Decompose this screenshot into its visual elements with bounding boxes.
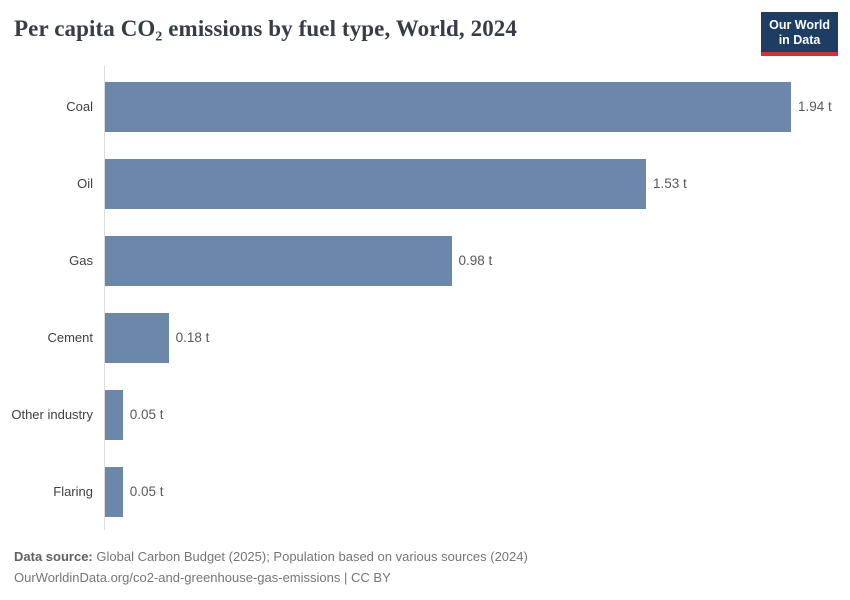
bar[interactable] [105,312,169,363]
value-label: 0.05 t [129,484,164,499]
bar[interactable] [105,158,646,209]
chart-title: Per capita CO₂ emissions by fuel type, W… [14,16,517,41]
bar[interactable] [105,466,123,517]
citation-url-link[interactable]: OurWorldinData.org/co2-and-greenhouse-ga… [14,570,341,585]
y-axis-line [104,66,105,530]
category-label: Gas [69,253,93,268]
chart-row: Other industry 0.05 t [0,376,850,453]
citation-line: OurWorldinData.org/co2-and-greenhouse-ga… [14,567,836,588]
chart-row: Flaring 0.05 t [0,453,850,530]
data-source-line: Data source: Global Carbon Budget (2025)… [14,546,836,567]
category-label: Cement [47,330,93,345]
chart-row: Gas 0.98 t [0,222,850,299]
owid-logo[interactable]: Our World in Data [761,12,838,56]
chart-plot-area: Coal 1.94 t Oil 1.53 t Gas 0.98 t Cement 0.18 t… [0,66,850,530]
citation-separator: | [344,570,348,585]
owid-logo-line1: Our World [769,18,830,32]
chart-row: Coal 1.94 t [0,68,850,145]
value-label: 0.98 t [458,253,493,268]
data-source-label: Data source: [14,549,93,564]
value-label: 0.18 t [175,330,210,345]
owid-logo-line2: in Data [778,32,821,47]
category-label: Oil [77,176,93,191]
value-label: 1.53 t [653,176,687,191]
data-source-text: Global Carbon Budget (2025); Population … [96,549,528,564]
value-label: 0.05 t [129,407,164,422]
bar[interactable] [105,389,123,440]
chart-row: Oil 1.53 t [0,145,850,222]
bar[interactable] [105,81,791,132]
bar[interactable] [105,235,452,286]
value-label: 1.94 t [798,99,832,114]
category-label: Flaring [53,484,93,499]
category-label: Other industry [11,407,93,422]
bar-rows: Coal 1.94 t Oil 1.53 t Gas 0.98 t Cement 0.18 t… [0,68,850,530]
category-label: Coal [66,99,93,114]
license-link[interactable]: CC BY [351,570,391,585]
chart-footer: Data source: Global Carbon Budget (2025)… [14,546,836,588]
chart-row: Cement 0.18 t [0,299,850,376]
